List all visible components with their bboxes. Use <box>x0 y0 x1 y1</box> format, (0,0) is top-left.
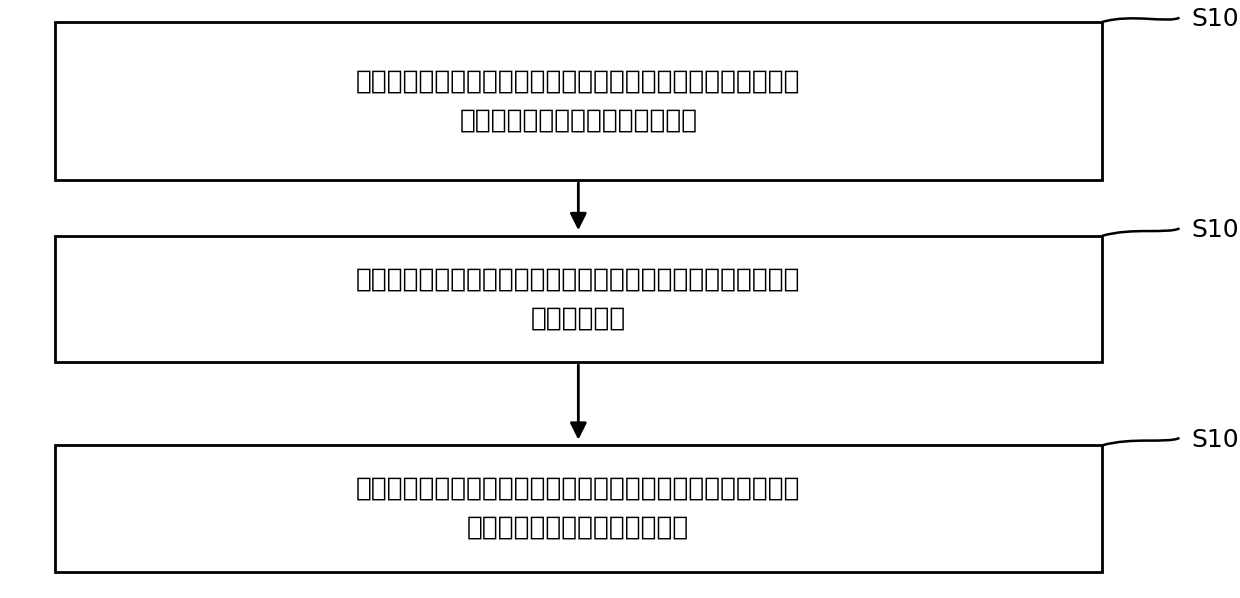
Text: S101: S101 <box>1192 7 1240 32</box>
Bar <box>55 236 1102 362</box>
Text: S103: S103 <box>1192 428 1240 451</box>
Text: 光信号发射装置将验证密码发射到光控抽屉锁，所述验证密码包
括：指纹信息: 光信号发射装置将验证密码发射到光控抽屉锁，所述验证密码包 括：指纹信息 <box>356 267 801 331</box>
Text: 光控抽屉锁接收光信号发射装置发射的验证密码，并将所述验证
密码与存储的标准密码进行比对: 光控抽屉锁接收光信号发射装置发射的验证密码，并将所述验证 密码与存储的标准密码进… <box>356 476 801 541</box>
Bar <box>55 22 1102 180</box>
Text: 光控抽屉锁设置标准密码，所述标准密码包括：指纹信息，所述
光控抽屉锁安装有光信号解码装置: 光控抽屉锁设置标准密码，所述标准密码包括：指纹信息，所述 光控抽屉锁安装有光信号… <box>356 68 801 133</box>
Text: S102: S102 <box>1192 218 1240 242</box>
Bar <box>55 446 1102 572</box>
